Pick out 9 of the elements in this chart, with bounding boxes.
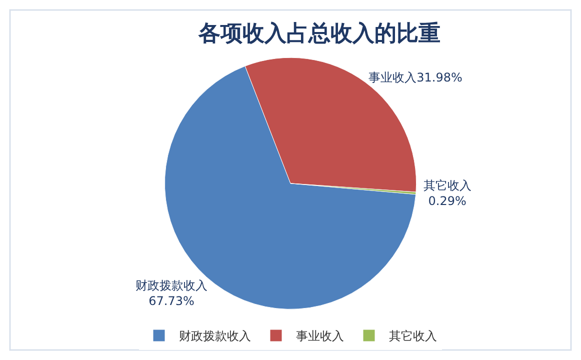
- legend-label: 财政拨款收入: [179, 329, 251, 344]
- chart-title: 各项收入占总收入的比重: [198, 20, 441, 47]
- slice-label: 财政拨款收入: [136, 278, 208, 293]
- data-label: 0.29%: [428, 194, 466, 208]
- legend-label: 事业收入: [296, 329, 344, 344]
- data-label: 67.73%: [148, 294, 194, 308]
- slice-label: 其它收入: [423, 178, 472, 193]
- legend-label: 其它收入: [389, 329, 437, 344]
- category-label: 事业收入31.98%: [368, 70, 462, 85]
